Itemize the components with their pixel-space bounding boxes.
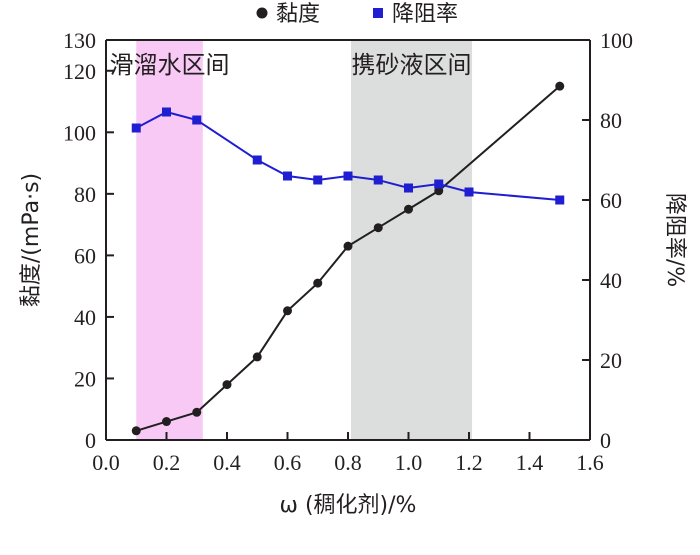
series-0-point-0 [131, 426, 141, 436]
series-1-point-4 [283, 171, 292, 181]
series-1-point-6 [343, 171, 353, 181]
y-tick-label-1: 20 [74, 366, 96, 391]
series-0-point-9 [404, 204, 413, 214]
series-0-point-11 [555, 81, 565, 91]
y2-tick-label-3: 60 [600, 188, 622, 213]
y-tick-label-7: 130 [63, 28, 96, 53]
shaded-regions: 滑溜水区间 携砂液区间 [110, 40, 473, 440]
y-tick-label-0: 0 [85, 428, 96, 453]
x-tick-label-6: 1.2 [455, 450, 483, 475]
y2-tick-label-1: 20 [600, 348, 622, 373]
y-axis-title-left: 黏度/(mPa·s) [19, 173, 44, 307]
series-0-point-10 [434, 186, 444, 196]
y2-tick-label-4: 80 [600, 108, 622, 133]
region-band-0 [136, 40, 203, 440]
x-tick-label-2: 0.4 [213, 450, 241, 475]
y2-tick-label-2: 40 [600, 268, 622, 293]
y-axis-title-right: 降阻率/% [662, 193, 687, 287]
series-0-point-8 [373, 223, 383, 233]
series-1-point-7 [373, 175, 383, 185]
series-1-point-2 [192, 115, 202, 125]
y2-tick-label-0: 0 [600, 428, 611, 453]
series-1-point-3 [252, 155, 262, 165]
x-tick-label-4: 0.8 [334, 450, 362, 475]
series-line-1 [135, 110, 560, 201]
x-tick-label-1: 0.2 [153, 450, 181, 475]
x-tick-label-0: 0.0 [92, 450, 120, 475]
series-1-point-0 [131, 123, 141, 133]
series-1-point-8 [404, 183, 413, 193]
series-line-0 [135, 85, 561, 432]
x-axis-title: ω (稠化剂)/% [280, 493, 417, 518]
y-tick-label-3: 60 [74, 243, 96, 268]
series-1-point-1 [162, 107, 171, 117]
legend-marker-drag-reduction [373, 8, 383, 18]
legend-label-drag-reduction: 降阻率 [392, 2, 458, 27]
x-tick-label-8: 1.6 [576, 450, 604, 475]
series-1-point-11 [555, 195, 565, 205]
series-1-point-9 [434, 179, 444, 189]
series [131, 81, 565, 436]
x-tick-label-7: 1.4 [516, 450, 544, 475]
y-tick-label-4: 80 [74, 182, 96, 207]
series-0-point-3 [222, 380, 232, 390]
series-0-point-6 [313, 278, 323, 288]
y-tick-label-5: 100 [63, 120, 96, 145]
series-0-point-7 [343, 241, 353, 251]
x-tick-label-3: 0.6 [274, 450, 302, 475]
y2-tick-label-5: 100 [600, 28, 633, 53]
series-0-point-2 [192, 407, 202, 417]
legend-marker-viscosity [256, 7, 268, 19]
series-1-point-5 [313, 175, 323, 185]
region-band-1 [351, 40, 473, 440]
legend: 黏度 降阻率 [256, 2, 458, 27]
legend-label-viscosity: 黏度 [276, 2, 320, 27]
ticks: 0.0 0.2 0.4 0.6 0.8 1.0 1.2 1.4 1.60204060801001… [63, 28, 633, 475]
series-0-point-5 [283, 306, 292, 316]
x-tick-label-5: 1.0 [395, 450, 423, 475]
series-1-point-10 [464, 187, 474, 197]
region-label-1: 携砂液区间 [352, 51, 472, 79]
series-0-point-1 [162, 417, 171, 427]
region-label-0: 滑溜水区间 [110, 51, 230, 79]
series-0-point-4 [252, 352, 262, 362]
y-tick-label-2: 40 [74, 305, 96, 330]
y-tick-label-6: 120 [63, 59, 96, 84]
